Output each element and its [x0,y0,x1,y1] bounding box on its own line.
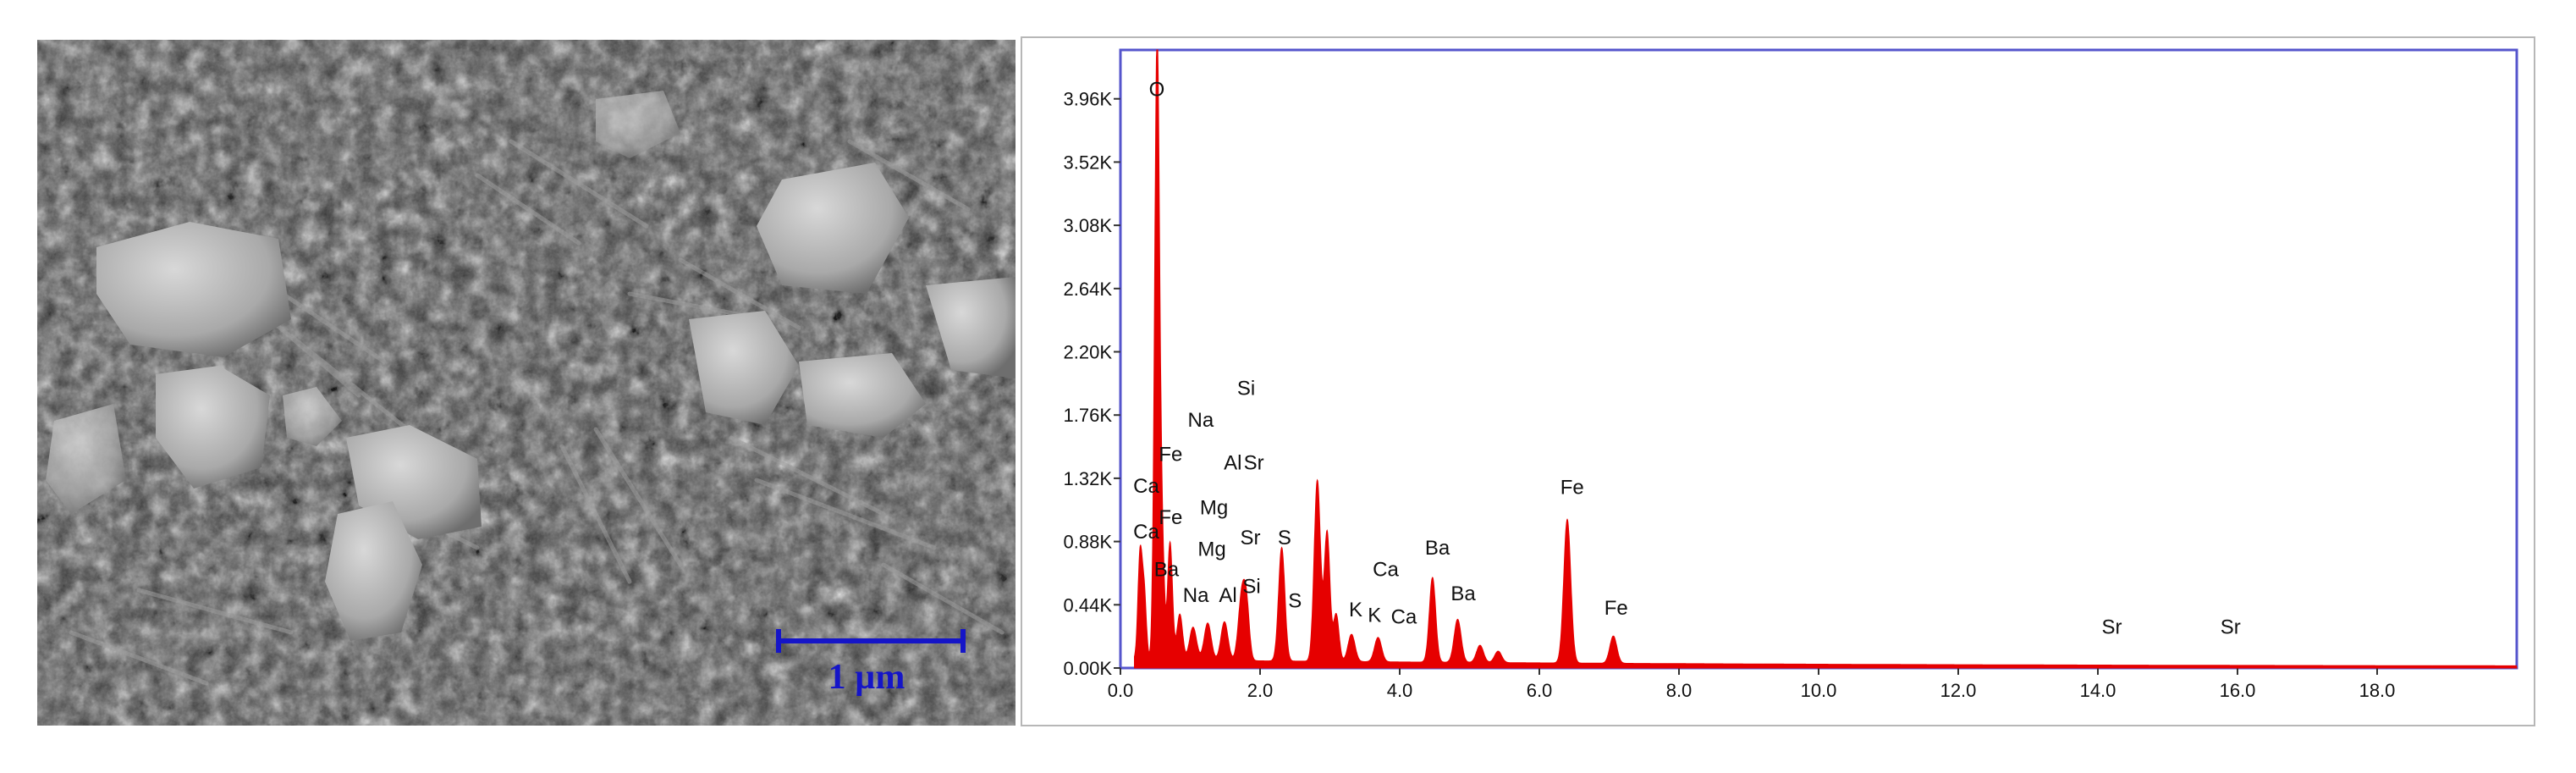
y-tick-label: 3.96K [1064,89,1113,110]
peak-label: Fe [1159,506,1182,529]
peak-label: Sr [2102,616,2122,638]
peak-label: Sr [1240,527,1260,549]
y-tick-label: 2.64K [1064,279,1113,300]
x-tick-label: 18.0 [2359,680,2396,701]
scale-bar-label: 1 µm [828,658,905,697]
x-tick-label: 0.0 [1108,680,1134,701]
peak-label: Ca [1133,475,1159,498]
peak-label: Ba [1154,558,1180,581]
y-tick-label: 1.32K [1064,468,1113,489]
y-tick-label: 0.44K [1064,594,1113,616]
peak-label: Fe [1159,444,1182,467]
scale-bar: 1 µm [776,629,966,697]
peak-label: Fe [1560,477,1584,500]
peak-label: Fe [1604,597,1628,620]
peak-label: K [1349,599,1362,621]
peak-label: Si [1242,576,1260,599]
eds-spectrum-panel: 0.00K 0.44K 0.88K 1.32K 1.76K 2.20K 2.64K 3.08K… [1021,36,2535,726]
y-tick-label: 3.52K [1064,152,1113,173]
x-tick-label: 4.0 [1387,680,1413,701]
peak-label: Na [1183,584,1209,607]
x-tick-label: 6.0 [1527,680,1553,701]
eds-spectrum-chart: 0.00K 0.44K 0.88K 1.32K 1.76K 2.20K 2.64K 3.08K… [1064,48,2518,701]
peak-label: Ca [1391,605,1417,628]
peak-label: O [1149,78,1165,101]
peak-label: Al [1219,584,1236,607]
y-tick-label: 3.08K [1064,215,1113,236]
peak-label: Ba [1450,583,1476,605]
peak-label: K [1368,605,1381,627]
sem-particles [46,91,1016,641]
peak-label: Sr [1244,452,1264,475]
x-tick-label: 2.0 [1247,680,1274,701]
peak-label: S [1278,527,1291,549]
spectrum-area [1134,49,2518,669]
y-tick-label: 1.76K [1064,405,1113,426]
peak-label: Ba [1425,537,1450,560]
x-axis: 0.0 2.0 4.0 6.0 8.0 10.0 12.0 14.0 16.0 18.0 [1108,668,2396,701]
peak-label: Na [1188,409,1214,432]
sem-micrograph-image: 1 µm [37,40,1016,726]
x-tick-label: 12.0 [1940,680,1977,701]
peak-label: Ca [1373,558,1399,581]
peak-label: Mg [1200,496,1228,519]
y-tick-label: 0.88K [1064,532,1113,553]
y-axis: 0.00K 0.44K 0.88K 1.32K 1.76K 2.20K 2.64K 3.08K… [1064,89,1120,679]
peak-label: Ca [1133,521,1159,544]
peak-label: Sr [2221,616,2241,638]
y-tick-label: 0.00K [1064,658,1113,679]
peak-label: Si [1237,377,1255,400]
x-tick-label: 10.0 [1801,680,1837,701]
y-tick-label: 2.20K [1064,342,1113,363]
x-tick-label: 8.0 [1666,680,1693,701]
peak-label: Al [1224,452,1241,475]
peak-label: Mg [1197,538,1225,561]
sem-micrograph: 1 µm [37,40,1016,726]
x-tick-label: 16.0 [2220,680,2256,701]
peak-label: S [1288,590,1302,613]
x-tick-label: 14.0 [2080,680,2116,701]
